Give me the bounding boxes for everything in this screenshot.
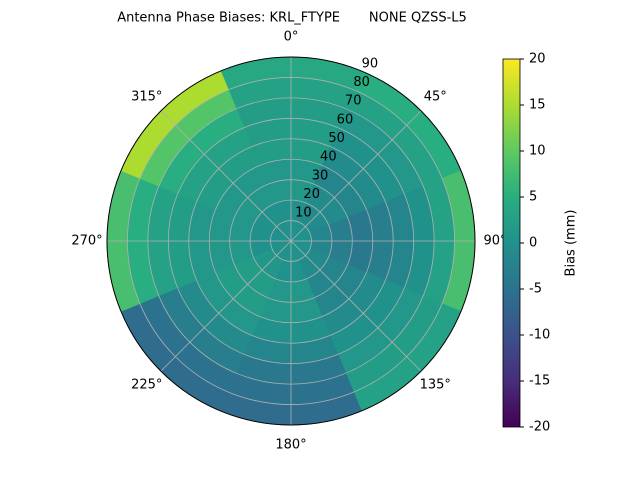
- theta-tick-label: 225°: [131, 378, 162, 393]
- theta-tick-label: 90°: [483, 234, 506, 249]
- colorbar-tick-label: -15: [529, 374, 550, 389]
- grid-spoke: [290, 110, 422, 242]
- r-tick-label: 40: [320, 150, 337, 165]
- colorbar-tick-label: 20: [529, 52, 546, 67]
- colorbar-tick-label: 15: [529, 98, 546, 113]
- theta-tick-label: 0°: [284, 30, 299, 45]
- polar-frame: [106, 56, 476, 426]
- theta-tick-label: 135°: [420, 378, 451, 393]
- grid-spoke: [290, 240, 422, 372]
- grid-spoke: [160, 240, 292, 372]
- colorbar-tick-label: -20: [529, 420, 550, 435]
- r-tick-label: 50: [328, 131, 345, 146]
- colorbar-tick-label: -5: [529, 282, 542, 297]
- colorbar-tick-label: 5: [529, 190, 537, 205]
- theta-tick-label: 270°: [71, 234, 102, 249]
- grid-spoke: [160, 110, 292, 242]
- r-tick-label: 80: [353, 75, 370, 90]
- theta-tick-label: 315°: [131, 89, 162, 104]
- r-tick-label: 30: [312, 168, 329, 183]
- chart-title: Antenna Phase Biases: KRL_FTYPE NONE QZS…: [117, 11, 467, 26]
- colorbar-tick-label: 0: [529, 236, 537, 251]
- colorbar-tick-label: -10: [529, 328, 550, 343]
- r-tick-label: 70: [345, 94, 362, 109]
- r-tick-label: 10: [295, 206, 312, 221]
- r-tick-label: 60: [337, 112, 354, 127]
- r-tick-label: 20: [303, 187, 320, 202]
- theta-tick-label: 180°: [275, 438, 306, 453]
- colorbar-tick-label: 10: [529, 144, 546, 159]
- colorbar-label: Bias (mm): [564, 210, 579, 277]
- theta-tick-label: 45°: [424, 89, 447, 104]
- r-tick-label: 90: [362, 56, 379, 71]
- colorbar: [502, 58, 521, 428]
